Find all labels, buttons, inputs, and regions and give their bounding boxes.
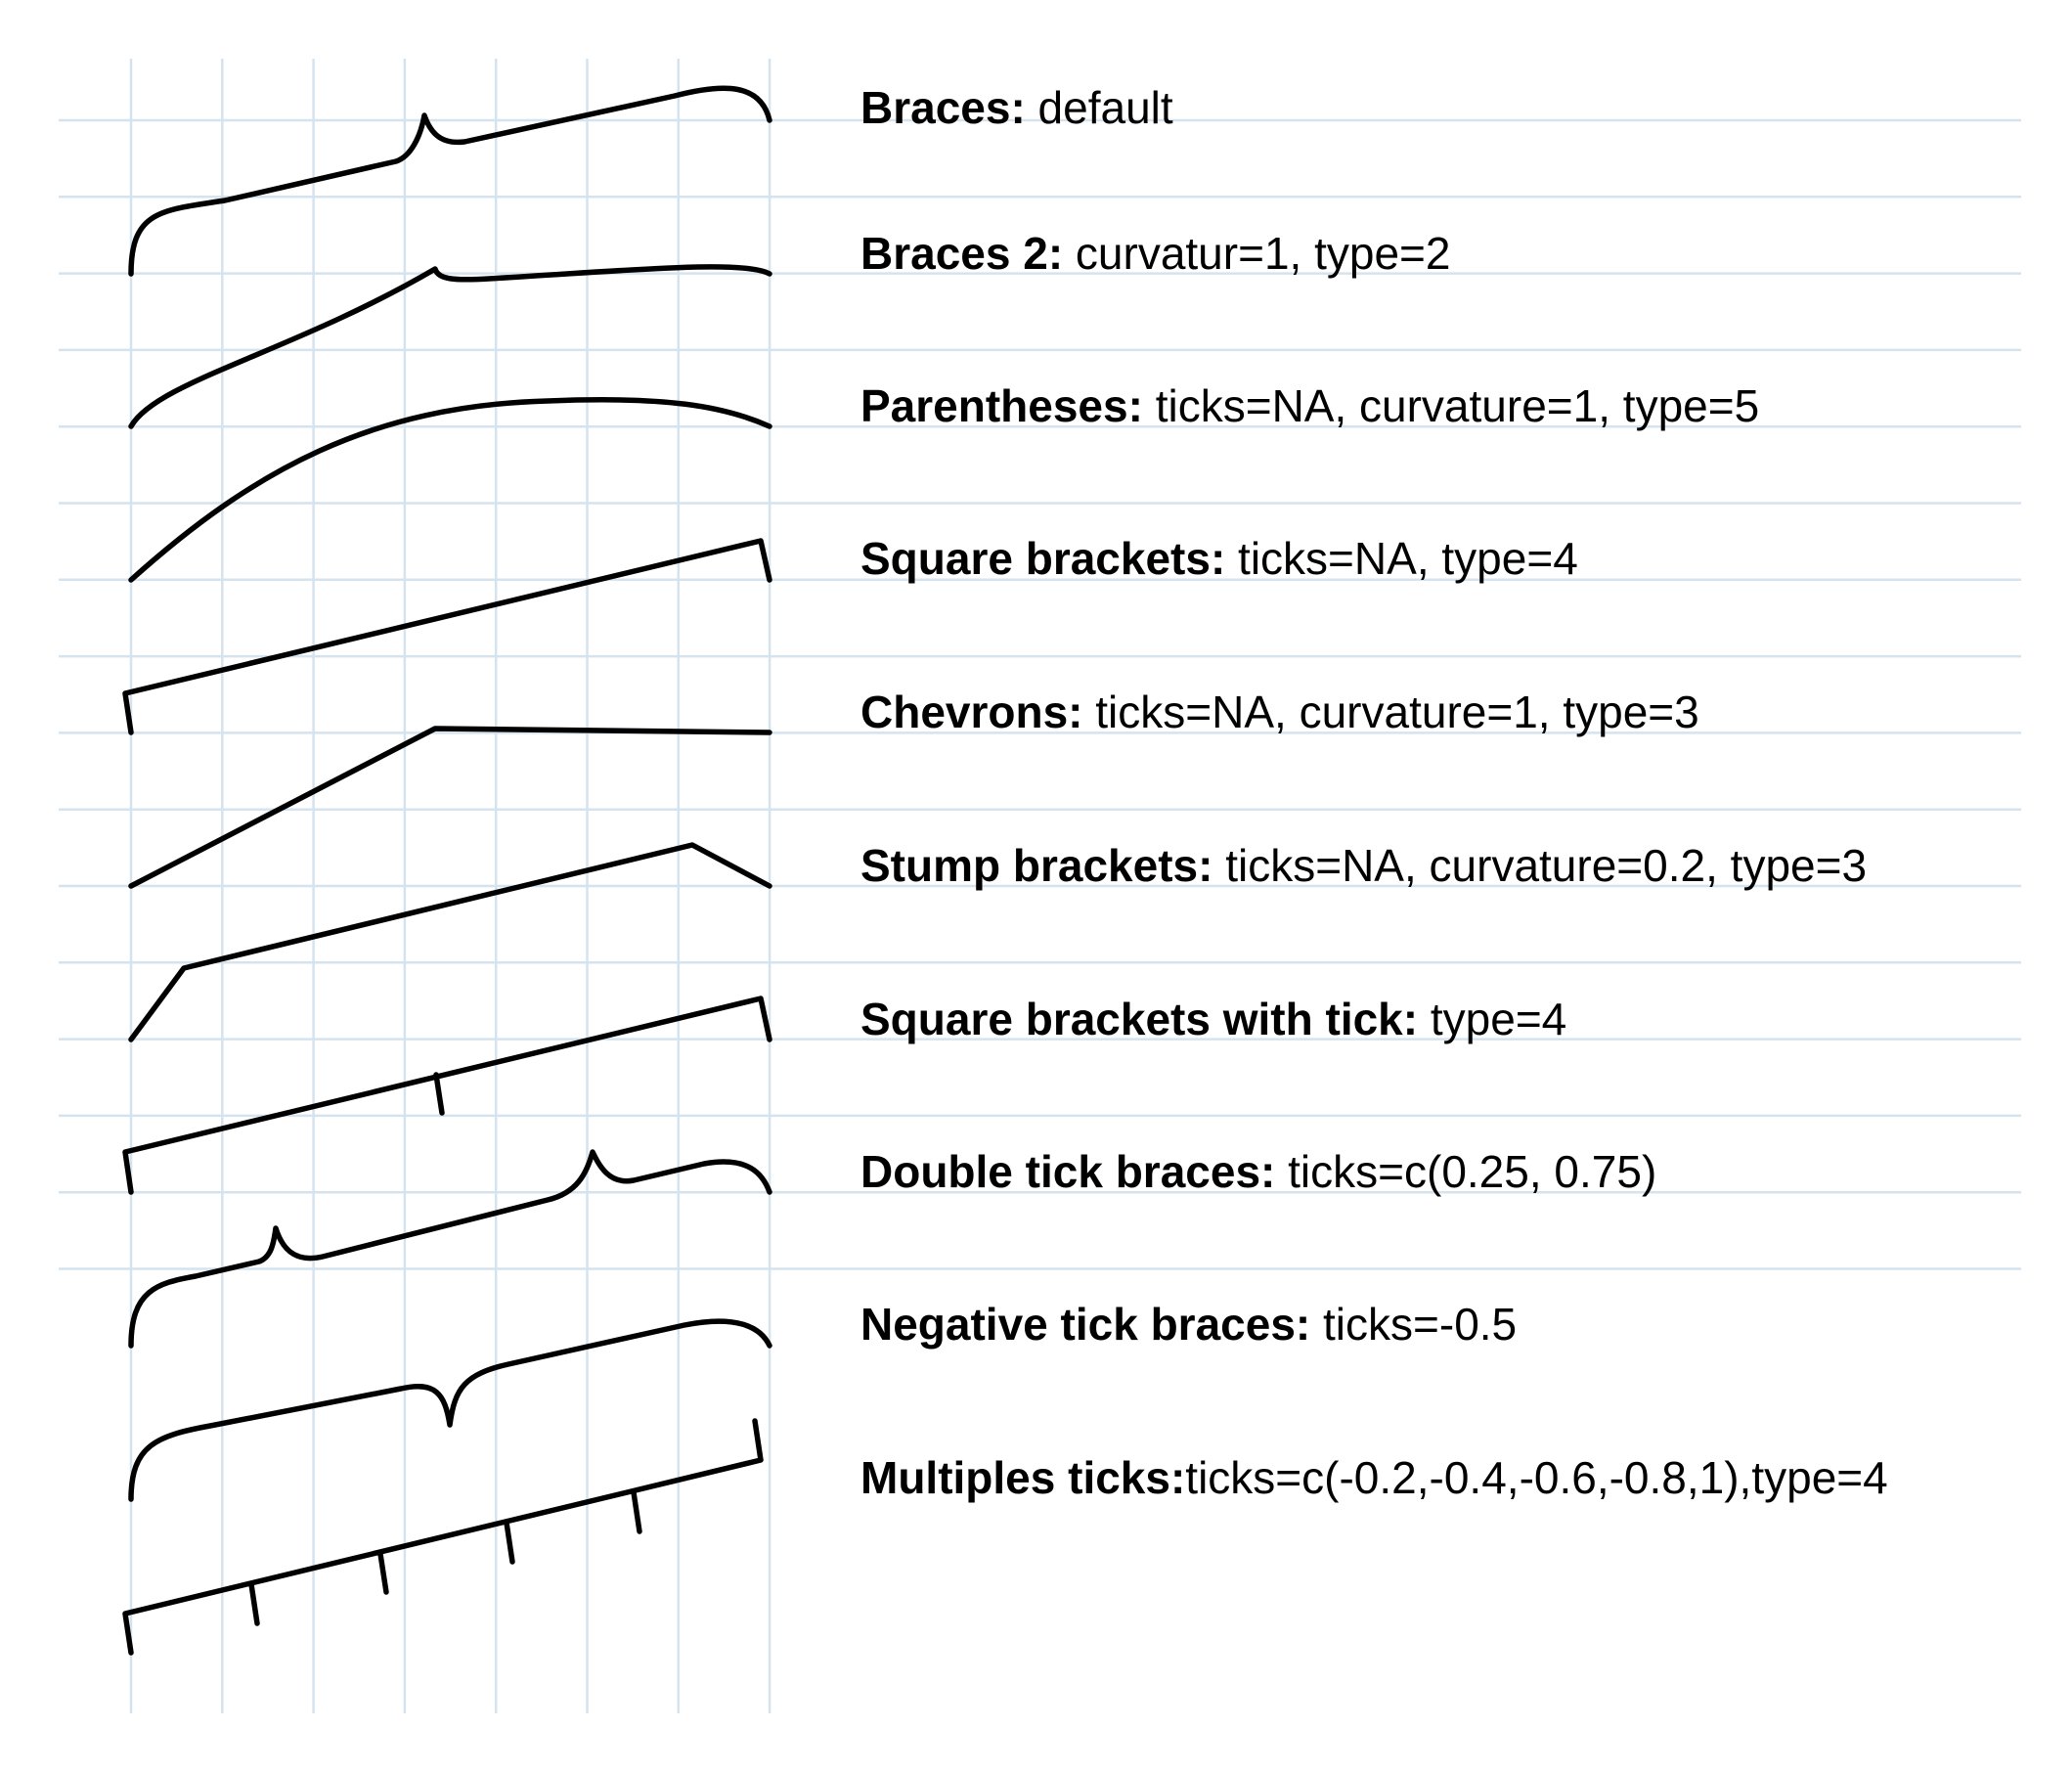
example-label: Braces: default [860, 85, 1173, 130]
example-name: Negative tick braces: [860, 1299, 1311, 1350]
brace-type2 [128, 264, 772, 429]
example-label: Parentheses: ticks=NA, curvature=1, type… [860, 383, 1759, 428]
example-name: Parentheses: [860, 380, 1143, 431]
example-name: Braces 2: [860, 228, 1064, 279]
square-brackets-with-tick [122, 996, 772, 1195]
bracket-shapes [122, 85, 772, 1656]
example-name: Square brackets: [860, 533, 1226, 584]
example-params: ticks=NA, curvature=0.2, type=3 [1212, 840, 1868, 891]
example-params: ticks=NA, curvature=1, type=5 [1142, 380, 1760, 431]
square-brackets [122, 538, 772, 735]
example-name: Multiples ticks: [860, 1452, 1186, 1503]
example-params: default [1025, 82, 1173, 133]
example-name: Chevrons: [860, 687, 1083, 737]
multiple-ticks [122, 1418, 764, 1656]
example-params: ticks=NA, type=4 [1225, 533, 1578, 584]
example-params: ticks=NA, curvature=1, type=3 [1082, 687, 1699, 737]
example-label: Stump brackets: ticks=NA, curvature=0.2,… [860, 843, 1867, 888]
example-label: Negative tick braces: ticks=-0.5 [860, 1302, 1517, 1347]
brace-default [128, 85, 772, 277]
example-params: ticks=c(-0.2,-0.4,-0.6,-0.8,1),type=4 [1185, 1452, 1888, 1503]
chevrons [128, 726, 772, 889]
example-label: Chevrons: ticks=NA, curvature=1, type=3 [860, 689, 1699, 734]
negative-tick-braces [128, 1318, 772, 1502]
example-name: Stump brackets: [860, 840, 1213, 891]
example-name: Double tick braces: [860, 1146, 1276, 1197]
grid-lines [59, 59, 2021, 1713]
example-label: Double tick braces: ticks=c(0.25, 0.75) [860, 1149, 1656, 1194]
example-params: ticks=-0.5 [1310, 1299, 1518, 1350]
example-name: Square brackets with tick: [860, 994, 1419, 1044]
example-label: Multiples ticks:ticks=c(-0.2,-0.4,-0.6,-… [860, 1455, 1888, 1500]
double-tick-braces [128, 1149, 772, 1349]
example-params: type=4 [1418, 994, 1567, 1044]
example-params: curvatur=1, type=2 [1063, 228, 1451, 279]
parentheses [128, 396, 772, 583]
example-label: Square brackets with tick: type=4 [860, 997, 1566, 1041]
example-label: Braces 2: curvatur=1, type=2 [860, 231, 1451, 276]
example-label: Square brackets: ticks=NA, type=4 [860, 536, 1578, 581]
example-name: Braces: [860, 82, 1026, 133]
stump-brackets [128, 842, 772, 1042]
example-params: ticks=c(0.25, 0.75) [1275, 1146, 1657, 1197]
